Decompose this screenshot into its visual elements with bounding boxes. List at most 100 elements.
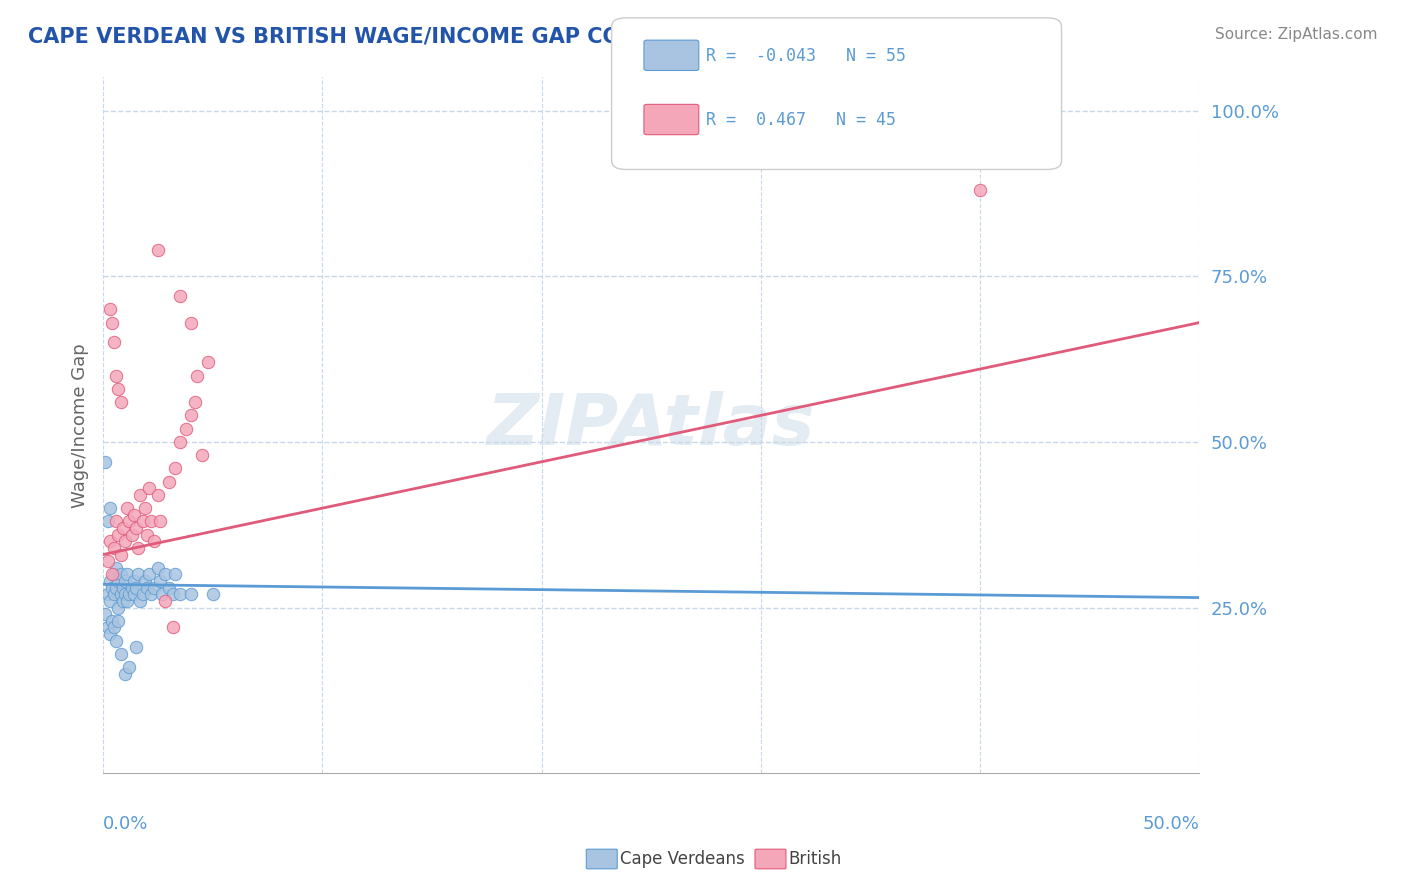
Point (201, 587, 224, 601)
Point (169, 289, 191, 303)
Point (105, 581, 128, 595)
Point (105, 561, 128, 575)
Point (107, 574, 129, 588)
Text: CAPE VERDEAN VS BRITISH WAGE/INCOME GAP CORRELATION CHART: CAPE VERDEAN VS BRITISH WAGE/INCOME GAP … (28, 27, 837, 46)
Point (138, 481, 160, 495)
Point (110, 647, 132, 661)
Point (98, 534, 121, 549)
Point (94, 455, 117, 469)
Point (146, 243, 169, 257)
Point (191, 448, 214, 462)
Point (136, 527, 159, 541)
Point (141, 587, 163, 601)
Point (149, 515, 172, 529)
Point (110, 548, 132, 562)
Point (101, 581, 124, 595)
Point (105, 633, 128, 648)
Point (114, 666, 136, 681)
Point (136, 581, 159, 595)
Point (134, 574, 156, 588)
Point (169, 587, 191, 601)
Point (197, 355, 219, 369)
Point (125, 581, 148, 595)
Point (103, 620, 125, 634)
Point (96, 620, 118, 634)
Point (101, 567, 124, 582)
Point (149, 574, 172, 588)
Point (129, 594, 152, 608)
Text: British: British (789, 850, 842, 868)
Point (165, 567, 187, 582)
Point (122, 574, 145, 588)
Point (118, 587, 141, 601)
Point (114, 574, 136, 588)
Point (180, 587, 202, 601)
Point (146, 561, 169, 575)
Point (142, 581, 165, 595)
Point (138, 567, 160, 582)
Point (110, 395, 132, 409)
Point (127, 541, 149, 555)
Point (146, 488, 169, 502)
Point (184, 395, 207, 409)
Point (117, 594, 139, 608)
Point (157, 581, 180, 595)
Point (110, 587, 132, 601)
Point (103, 541, 125, 555)
Point (107, 527, 129, 541)
Point (142, 534, 165, 549)
Point (134, 501, 156, 516)
Point (129, 488, 152, 502)
Point (110, 567, 132, 582)
Point (111, 581, 134, 595)
Point (169, 434, 191, 449)
Point (105, 368, 128, 383)
Point (118, 515, 141, 529)
Point (96, 587, 118, 601)
Point (98, 574, 121, 588)
Point (114, 534, 136, 549)
Point (131, 515, 153, 529)
Point (157, 475, 180, 489)
Point (117, 567, 139, 582)
Text: 50.0%: 50.0% (1143, 815, 1199, 833)
Point (111, 594, 134, 608)
Point (98, 302, 121, 317)
Point (186, 368, 208, 383)
Point (111, 521, 134, 535)
Y-axis label: Wage/Income Gap: Wage/Income Gap (72, 343, 89, 508)
Point (122, 587, 145, 601)
Point (94, 607, 117, 622)
Point (103, 567, 125, 582)
Point (125, 640, 148, 655)
Point (101, 614, 124, 628)
Point (107, 382, 129, 396)
Point (141, 515, 163, 529)
Point (103, 335, 125, 350)
Text: R =  -0.043   N = 55: R = -0.043 N = 55 (706, 47, 905, 65)
Point (121, 527, 143, 541)
Text: Source: ZipAtlas.com: Source: ZipAtlas.com (1215, 27, 1378, 42)
Point (98, 501, 121, 516)
Point (125, 521, 148, 535)
Point (118, 660, 141, 674)
Point (101, 316, 124, 330)
Point (96, 554, 118, 568)
Point (153, 567, 176, 582)
Point (103, 587, 125, 601)
Point (98, 594, 121, 608)
Text: ZIPAtlas: ZIPAtlas (486, 391, 815, 459)
Point (107, 600, 129, 615)
Point (117, 501, 139, 516)
Point (127, 567, 149, 582)
Point (105, 515, 128, 529)
Point (180, 409, 202, 423)
Text: 0.0%: 0.0% (103, 815, 149, 833)
Point (162, 587, 184, 601)
Point (165, 461, 187, 475)
Point (150, 587, 173, 601)
Point (114, 587, 136, 601)
Point (98, 627, 121, 641)
Point (96, 515, 118, 529)
Point (131, 587, 153, 601)
